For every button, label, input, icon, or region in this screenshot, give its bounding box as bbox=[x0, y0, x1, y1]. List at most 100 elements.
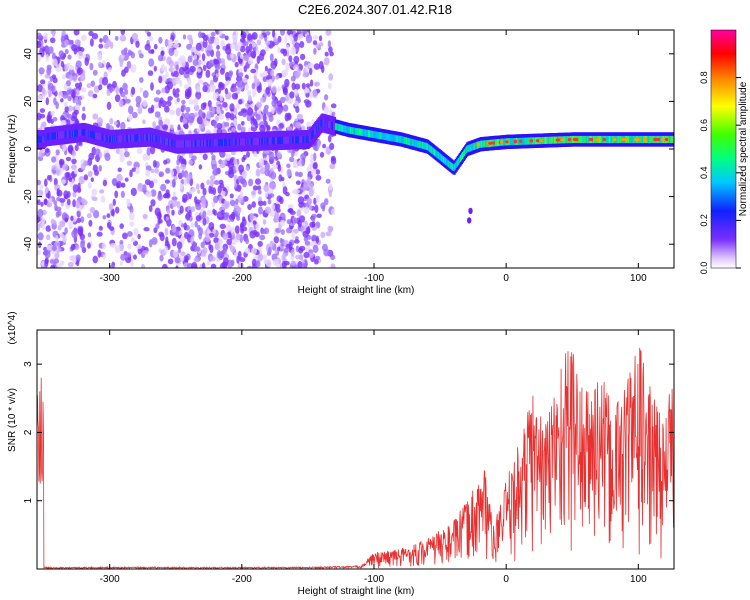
x-tick-label: -300 bbox=[100, 574, 120, 585]
spectrum-noise-mark bbox=[202, 153, 208, 161]
ridge-core-mark bbox=[578, 135, 581, 143]
ridge-core-mark bbox=[197, 139, 200, 147]
spectrum-noise-mark bbox=[210, 263, 217, 268]
spectrum-noise-mark bbox=[45, 54, 50, 62]
x-tick-label: -100 bbox=[364, 574, 384, 585]
spectrum-noise-mark bbox=[320, 231, 326, 239]
spectrum-noise-mark bbox=[37, 232, 44, 241]
spectrum-noise-mark bbox=[202, 64, 207, 72]
spectrum-noise-mark bbox=[157, 54, 164, 62]
ridge-core-mark bbox=[142, 133, 145, 141]
spectrum-noise-mark bbox=[41, 260, 46, 267]
ridge-core-mark bbox=[133, 134, 136, 142]
spectrum-noise-mark bbox=[74, 144, 79, 152]
spectrum-noise-mark bbox=[144, 43, 151, 51]
spectrum-noise-mark bbox=[242, 77, 248, 83]
ridge-core-mark bbox=[246, 138, 249, 146]
ridge-core-mark bbox=[630, 135, 633, 143]
spectrum-noise-mark bbox=[200, 241, 205, 249]
snr-data-point bbox=[373, 551, 374, 552]
spectrum-noise-mark bbox=[90, 80, 96, 87]
spectrum-noise-mark bbox=[182, 193, 188, 202]
spectrum-noise-mark bbox=[191, 262, 198, 268]
spectrum-noise-mark bbox=[259, 72, 265, 78]
x-tick-label: -200 bbox=[232, 273, 252, 284]
spectrum-noise-mark bbox=[309, 90, 313, 99]
spectrum-noise-mark bbox=[258, 200, 264, 207]
spectrum-noise-mark bbox=[276, 195, 283, 202]
spectrum-noise-mark bbox=[297, 33, 303, 41]
spectrum-noise-mark bbox=[65, 156, 72, 162]
spectrum-noise-mark bbox=[202, 81, 209, 87]
spectrum-noise-mark bbox=[305, 34, 313, 44]
spectrum-noise-mark bbox=[187, 77, 192, 86]
spectrum-noise-mark bbox=[92, 69, 98, 76]
ridge-core-mark bbox=[148, 133, 150, 141]
spectrum-noise-mark bbox=[80, 240, 85, 249]
spectrum-noise-mark bbox=[206, 49, 211, 57]
spectrum-noise-mark bbox=[220, 190, 226, 198]
spectrum-noise-mark bbox=[55, 211, 60, 218]
ridge-core-mark bbox=[301, 136, 304, 144]
spectrum-noise-mark bbox=[82, 54, 87, 60]
ridge-core-mark bbox=[466, 145, 469, 153]
spectrum-noise-mark bbox=[218, 81, 223, 89]
ridge-core-mark bbox=[546, 136, 549, 144]
spectrum-noise-mark bbox=[213, 59, 220, 65]
ridge-core-mark bbox=[580, 135, 583, 143]
spectrum-noise-mark bbox=[80, 34, 87, 42]
spectrum-noise-mark bbox=[147, 107, 153, 114]
ridge-core-mark bbox=[226, 138, 229, 146]
spectrum-noise-mark bbox=[270, 171, 277, 180]
spectrum-noise-mark bbox=[55, 64, 62, 73]
ridge-core-mark bbox=[611, 135, 614, 143]
snr-series-line bbox=[37, 347, 674, 569]
spectrum-noise-mark bbox=[158, 119, 164, 127]
ridge-core-mark bbox=[43, 135, 46, 143]
spectrum-noise-mark bbox=[127, 243, 132, 250]
ridge-core-mark bbox=[253, 137, 256, 145]
spectrum-noise-mark bbox=[195, 199, 201, 204]
ridge-core-mark bbox=[338, 123, 341, 131]
spectrum-noise-mark bbox=[230, 53, 234, 59]
ridge-core-mark bbox=[308, 134, 311, 142]
spectrum-noise-mark bbox=[124, 98, 131, 104]
spectrum-noise-mark bbox=[252, 88, 257, 98]
spectrum-noise-mark bbox=[104, 152, 111, 162]
spectrum-noise-mark bbox=[301, 263, 306, 268]
spectrum-noise-mark bbox=[135, 244, 143, 250]
spectrum-noise-mark bbox=[319, 151, 325, 158]
spectrum-noise-mark bbox=[79, 204, 85, 210]
spectrum-noise-mark bbox=[142, 119, 146, 125]
spectrum-noise-mark bbox=[264, 206, 272, 214]
spectrum-noise-mark bbox=[153, 97, 160, 103]
spectrum-noise-mark bbox=[171, 196, 178, 201]
spectrum-noise-mark bbox=[253, 78, 260, 87]
x-tick-label: -300 bbox=[100, 273, 120, 284]
ridge-core-mark bbox=[565, 136, 568, 144]
ridge-core-mark bbox=[231, 138, 234, 146]
spectrum-noise-mark bbox=[109, 117, 114, 125]
spectrum-noise-mark bbox=[180, 251, 186, 256]
spectrum-noise-mark bbox=[251, 190, 256, 196]
spectrum-noise-mark bbox=[293, 218, 298, 224]
spectrum-noise-mark bbox=[37, 189, 44, 197]
spectrum-noise-mark bbox=[60, 119, 67, 126]
ridge-core-mark bbox=[353, 127, 356, 135]
ridge-core-mark bbox=[56, 132, 58, 140]
ridge-core-mark bbox=[238, 138, 241, 146]
ridge-core-mark bbox=[375, 131, 378, 139]
ridge-core-mark bbox=[545, 136, 548, 144]
ridge-core-mark bbox=[111, 135, 113, 143]
spectrum-noise-mark bbox=[158, 219, 163, 224]
spectrum-noise-mark bbox=[297, 261, 303, 268]
spectrum-noise-mark bbox=[226, 80, 231, 86]
spectrum-noise-mark bbox=[219, 223, 226, 229]
spectrum-noise-mark bbox=[239, 37, 246, 43]
spectrum-noise-mark bbox=[315, 235, 319, 244]
spectrum-noise-mark bbox=[245, 45, 250, 54]
ridge-core-mark bbox=[135, 134, 138, 142]
spectrum-noise-mark bbox=[186, 43, 193, 50]
spectrum-noise-mark bbox=[86, 213, 92, 219]
ridge-core-mark bbox=[336, 123, 339, 131]
